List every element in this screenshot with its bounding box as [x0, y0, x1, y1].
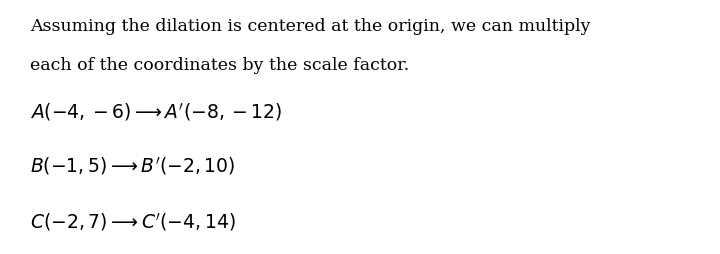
Text: $C(-2,7) \longrightarrow C'(-4,14)$: $C(-2,7) \longrightarrow C'(-4,14)$	[30, 210, 236, 232]
Text: each of the coordinates by the scale factor.: each of the coordinates by the scale fac…	[30, 57, 410, 74]
Text: $B(-1,5) \longrightarrow B'(-2,10)$: $B(-1,5) \longrightarrow B'(-2,10)$	[30, 154, 235, 176]
Text: $A(-4,-6) \longrightarrow A'(-8,-12)$: $A(-4,-6) \longrightarrow A'(-8,-12)$	[30, 101, 282, 123]
Text: Assuming the dilation is centered at the origin, we can multiply: Assuming the dilation is centered at the…	[30, 18, 590, 35]
